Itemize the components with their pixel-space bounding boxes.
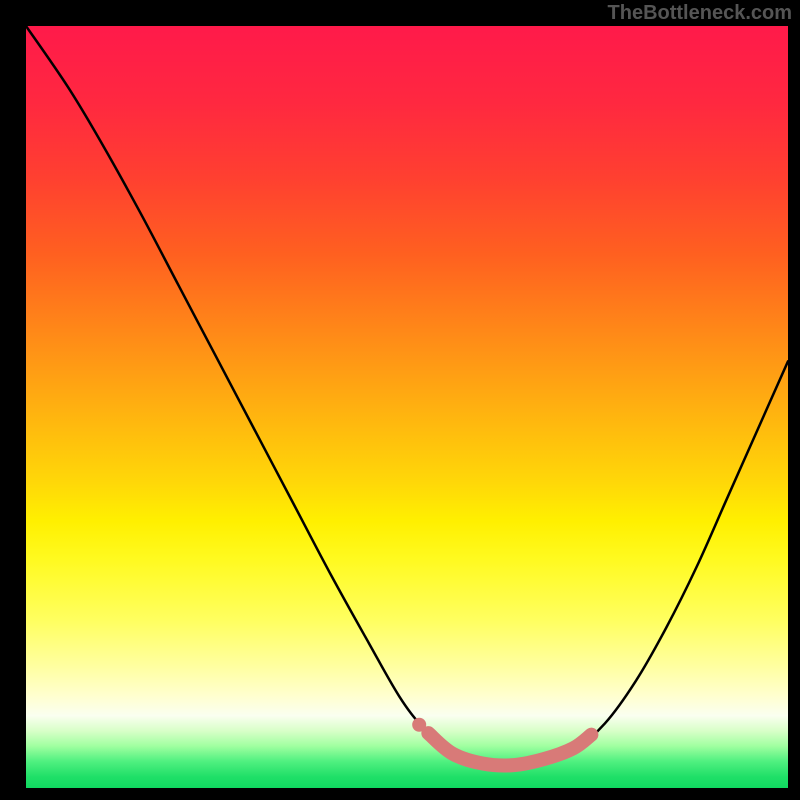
marker-dot: [412, 718, 426, 732]
chart-plot-area: [26, 26, 788, 788]
watermark-text: TheBottleneck.com: [608, 2, 792, 25]
gradient-background: [26, 26, 788, 788]
chart-svg: [26, 26, 788, 788]
